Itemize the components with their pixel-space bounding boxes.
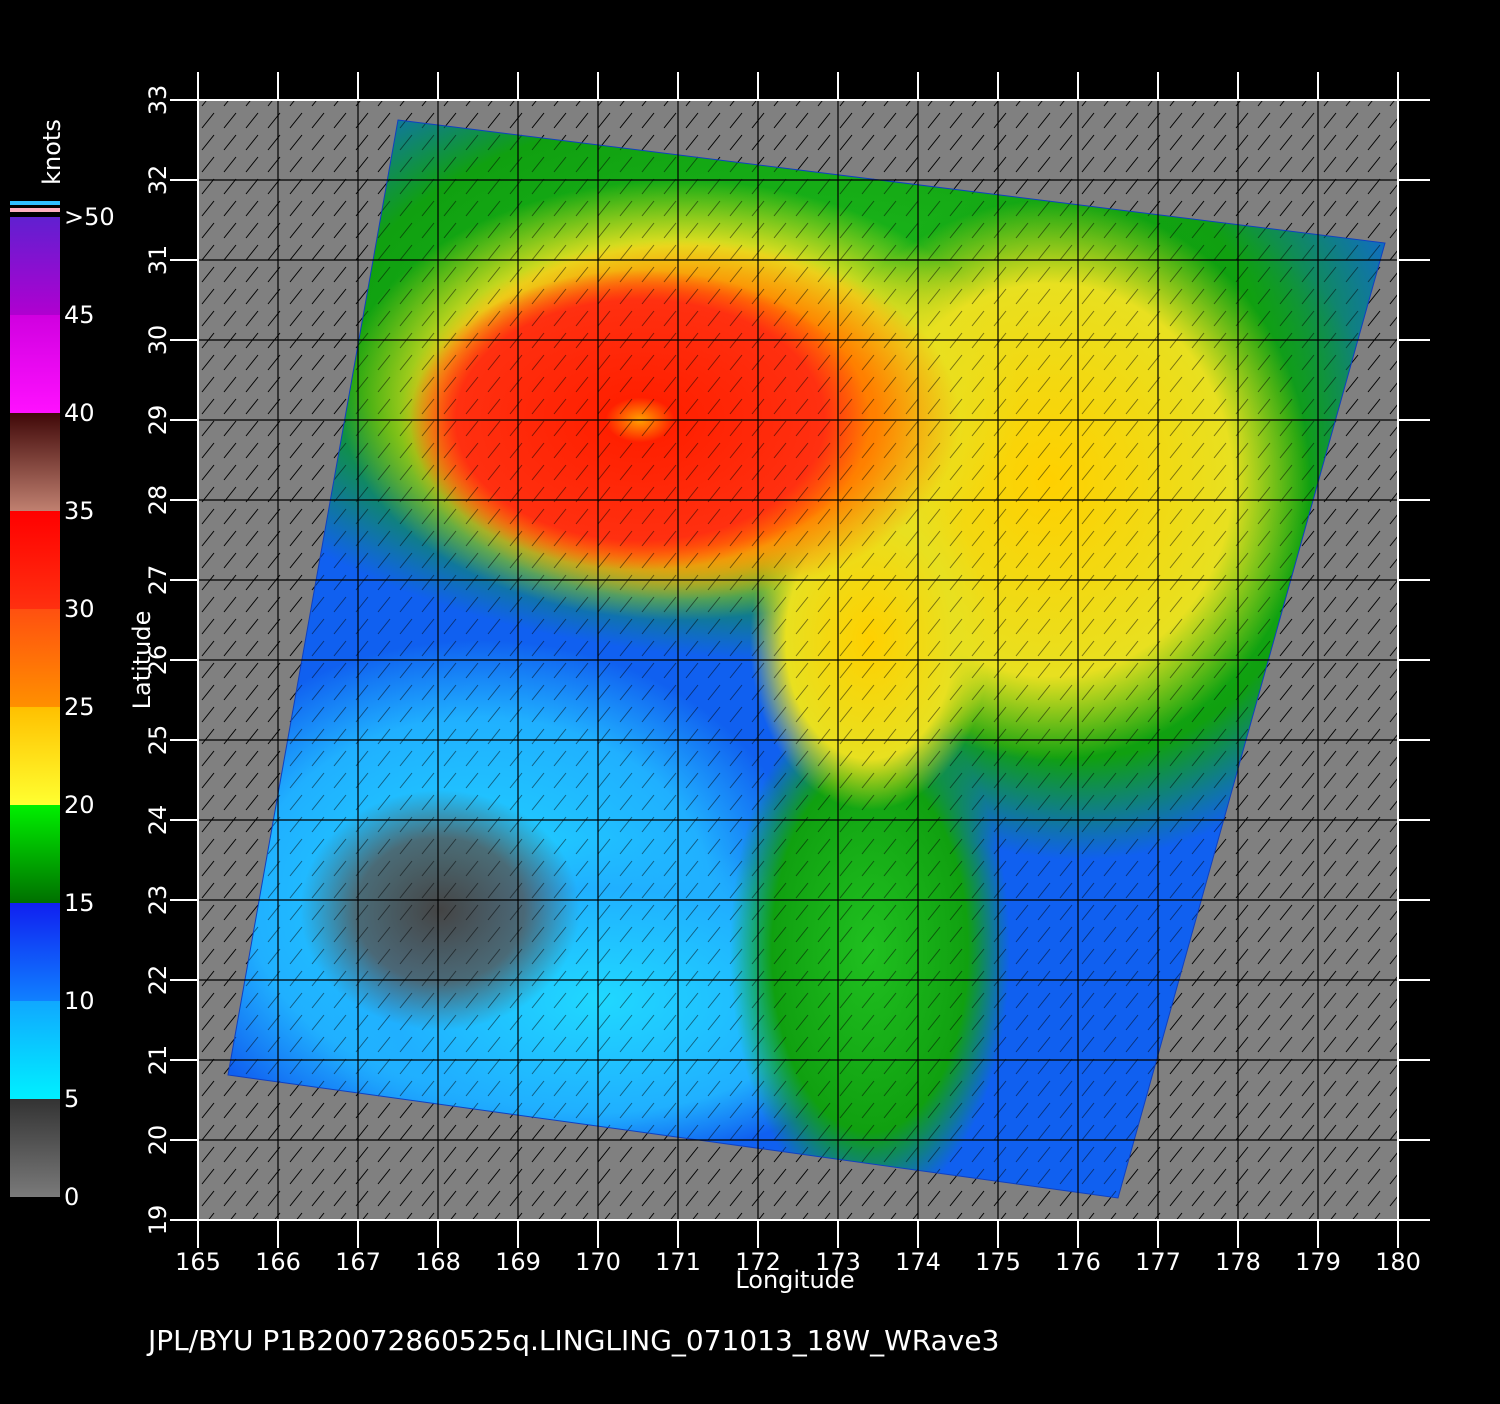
colorbar-band bbox=[10, 315, 60, 413]
y-tick-label: 26 bbox=[144, 645, 172, 676]
y-tick-label: 32 bbox=[144, 165, 172, 196]
colorbar-band bbox=[10, 609, 60, 707]
y-axis-label: Latitude bbox=[128, 611, 156, 710]
x-axis-label: Longitude bbox=[735, 1266, 854, 1294]
colorbar-tick-label: 15 bbox=[64, 889, 95, 917]
x-tick-label: 166 bbox=[255, 1248, 301, 1276]
x-tick-label: 179 bbox=[1295, 1248, 1341, 1276]
colorbar-band bbox=[10, 1001, 60, 1099]
colorbar-tick-label: 0 bbox=[64, 1183, 79, 1211]
y-tick-label: 19 bbox=[144, 1205, 172, 1236]
colorbar-tick-label: 45 bbox=[64, 301, 95, 329]
colorbar-tick-label: 35 bbox=[64, 497, 95, 525]
colorbar-band bbox=[10, 511, 60, 609]
colorbar-tick-label: >50 bbox=[64, 203, 115, 231]
x-tick-label: 168 bbox=[415, 1248, 461, 1276]
x-tick-label: 177 bbox=[1135, 1248, 1181, 1276]
y-tick-label: 29 bbox=[144, 405, 172, 436]
x-tick-label: 178 bbox=[1215, 1248, 1261, 1276]
y-tick-label: 20 bbox=[144, 1125, 172, 1156]
x-tick-label: 174 bbox=[895, 1248, 941, 1276]
colorbar-band bbox=[10, 805, 60, 903]
y-tick-label: 30 bbox=[144, 325, 172, 356]
y-tick-label: 27 bbox=[144, 565, 172, 596]
y-tick-label: 25 bbox=[144, 725, 172, 756]
y-tick-label: 24 bbox=[144, 805, 172, 836]
x-tick-label: 172 bbox=[735, 1248, 781, 1276]
x-tick-label: 165 bbox=[175, 1248, 221, 1276]
x-tick-label: 170 bbox=[575, 1248, 621, 1276]
x-tick-label: 176 bbox=[1055, 1248, 1101, 1276]
footer: JPL/BYU P1B20072860525q.LINGLING_071013_… bbox=[146, 1324, 999, 1357]
y-tick-label: 31 bbox=[144, 245, 172, 276]
y-tick-label: 22 bbox=[144, 965, 172, 996]
colorbar-title: knots bbox=[38, 119, 66, 185]
colorbar-band bbox=[10, 413, 60, 511]
colorbar-tick-label: 40 bbox=[64, 399, 95, 427]
x-tick-label: 171 bbox=[655, 1248, 701, 1276]
colorbar-tick-label: 25 bbox=[64, 693, 95, 721]
y-tick-label: 33 bbox=[144, 85, 172, 116]
colorbar-cap bbox=[10, 201, 60, 205]
colorbar-tick-label: 30 bbox=[64, 595, 95, 623]
colorbar-tick-label: 20 bbox=[64, 791, 95, 819]
x-tick-label: 173 bbox=[815, 1248, 861, 1276]
colorbar-cap bbox=[10, 208, 60, 212]
colorbar-tick-label: 5 bbox=[64, 1085, 79, 1113]
x-tick-label: 169 bbox=[495, 1248, 541, 1276]
colorbar-band bbox=[10, 903, 60, 1001]
colorbar-band bbox=[10, 1099, 60, 1197]
colorbar-band bbox=[10, 707, 60, 805]
y-tick-label: 28 bbox=[144, 485, 172, 516]
colorbar-tick-label: 10 bbox=[64, 987, 95, 1015]
colorbar-band bbox=[10, 217, 60, 315]
x-tick-label: 180 bbox=[1375, 1248, 1421, 1276]
x-tick-label: 175 bbox=[975, 1248, 1021, 1276]
y-tick-label: 21 bbox=[144, 1045, 172, 1076]
x-tick-label: 167 bbox=[335, 1248, 381, 1276]
y-tick-label: 23 bbox=[144, 885, 172, 916]
